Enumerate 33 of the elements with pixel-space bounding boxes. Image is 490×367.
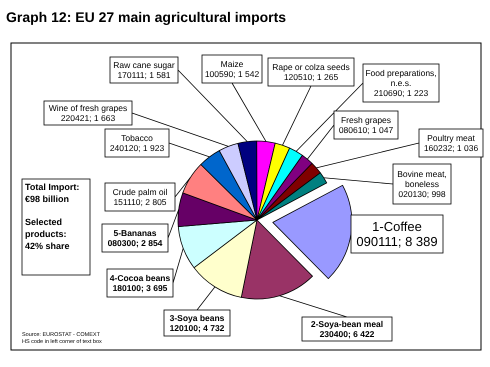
data-label: 220421; 1 663 [60,112,116,123]
data-label: 170111; 1 581 [117,70,171,80]
slice-label: 2-Soya-bean meal [310,319,384,330]
data-label: 020130; 998 [398,188,446,199]
slice-label: 4-Cocoa beans [110,273,170,284]
slice-label: Maize [220,59,244,70]
data-label: 120100; 4 732 [170,322,225,333]
slice-label: 1-Coffee [372,219,422,234]
chart-title: Graph 12: EU 27 main agricultural imports [6,9,286,25]
data-label: 151110; 2 805 [113,196,167,207]
text: Selected products: 42% share [25,217,70,251]
text: Total Import: €98 billion [25,182,80,204]
data-label: 160232; 1 036 [424,142,478,153]
slice-label: 3-Soya beans [170,313,225,324]
data-label: 090111; 8 389 [356,234,438,250]
data-label: 080300; 2 854 [108,238,163,248]
slice-label: Wine of fresh grapes [48,103,128,114]
slice-label: Bovine meat, boneless [397,169,447,189]
slice-label: Tobacco [121,133,154,144]
data-label: 120510; 1 265 [284,72,338,82]
slice-label: 5-Bananas [114,228,157,238]
slice-label: Raw cane sugar [113,60,175,70]
data-label: 210690; 1 223 [374,88,428,98]
slice-label: Fresh grapes [340,115,392,126]
slice-label: Poultry meat [427,133,476,144]
data-label: 180100; 3 695 [112,282,168,293]
slice-label: Crude palm oil [112,187,168,198]
data-label: 230400; 6 422 [320,328,375,339]
slice-label: Rape or colza seeds [272,62,350,72]
data-label: 100590; 1 542 [204,68,260,79]
slice-label: Food preparations, n.e.s. [365,68,437,88]
data-label: 080610; 1 047 [338,124,394,135]
data-label: 240120; 1 923 [110,142,164,153]
